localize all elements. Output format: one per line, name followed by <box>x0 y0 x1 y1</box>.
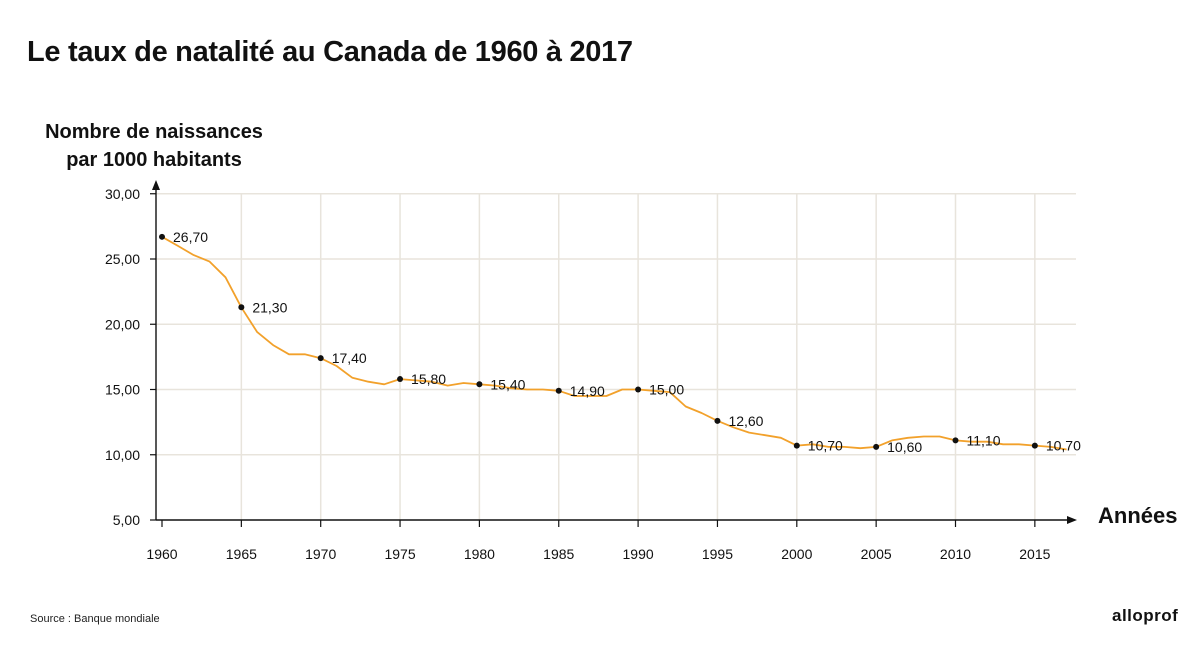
chart-title: Le taux de natalité au Canada de 1960 à … <box>27 36 633 68</box>
grid-lines <box>155 193 1076 520</box>
x-tick-label: 2000 <box>781 546 812 562</box>
x-tick-label: 1970 <box>305 546 336 562</box>
data-label: 15,00 <box>649 382 684 398</box>
data-point <box>1031 442 1038 449</box>
data-point <box>159 233 165 240</box>
y-axis-label: Nombre de naissances par 1000 habitants <box>12 118 296 174</box>
data-point <box>397 376 404 383</box>
y-tick-label: 5,00 <box>113 512 140 528</box>
axes <box>152 180 1077 524</box>
x-tick-label: 1960 <box>146 546 177 562</box>
data-point <box>317 355 324 362</box>
x-tick-label: 2005 <box>861 546 892 562</box>
data-label: 12,60 <box>728 413 763 429</box>
y-axis-label-line-2: par 1000 habitants <box>66 149 242 171</box>
data-point <box>793 442 800 449</box>
x-tick-label: 1975 <box>384 546 415 562</box>
data-label: 14,90 <box>570 383 605 399</box>
y-tick-label: 25,00 <box>105 251 140 267</box>
data-label: 21,30 <box>252 299 287 315</box>
x-axis-ticks: 1960 1965 1970 1975 1980 1985 1990 1995 2000 2005… <box>146 520 1051 562</box>
y-tick-label: 10,00 <box>105 447 140 463</box>
data-label: 10,70 <box>808 438 843 454</box>
y-tick-label: 20,00 <box>105 316 140 332</box>
y-tick-label: 30,00 <box>105 186 140 202</box>
x-tick-label: 1985 <box>543 546 574 562</box>
x-tick-label: 2010 <box>940 546 971 562</box>
data-label: 11,10 <box>967 432 1001 448</box>
x-axis-label: Années <box>1098 503 1178 528</box>
y-tick-label: 15,00 <box>105 382 140 398</box>
data-label: 15,80 <box>411 371 446 387</box>
x-tick-label: 1965 <box>226 546 257 562</box>
x-tick-label: 1995 <box>702 546 733 562</box>
data-points: 26,70 21,30 17,40 15,80 15,40 14,90 15,00 12,60… <box>159 229 1081 455</box>
x-tick-label: 1990 <box>623 546 654 562</box>
y-axis-label-line-1: Nombre de naissances <box>45 121 263 143</box>
data-label: 17,40 <box>332 350 367 366</box>
y-axis-arrow <box>152 180 160 190</box>
y-axis-ticks: 5,00 10,00 15,00 20,00 25,00 30,00 <box>105 186 156 528</box>
data-point <box>952 437 959 444</box>
data-point <box>555 387 562 394</box>
data-point <box>476 381 483 388</box>
data-label: 10,60 <box>887 439 922 455</box>
data-label: 15,40 <box>490 376 525 392</box>
alloprof-logo: alloprof <box>1112 606 1179 625</box>
x-tick-label: 1980 <box>464 546 495 562</box>
data-point <box>873 443 880 450</box>
x-axis-arrow <box>1067 516 1077 524</box>
x-tick-label: 2015 <box>1019 546 1050 562</box>
data-point <box>238 304 245 311</box>
data-label: 26,70 <box>173 229 208 245</box>
series-group <box>161 236 1067 451</box>
series-line <box>161 236 1067 451</box>
data-label: 10,70 <box>1046 438 1081 454</box>
data-point <box>635 386 642 393</box>
source-note: Source : Banque mondiale <box>30 613 160 625</box>
data-point <box>714 417 721 424</box>
